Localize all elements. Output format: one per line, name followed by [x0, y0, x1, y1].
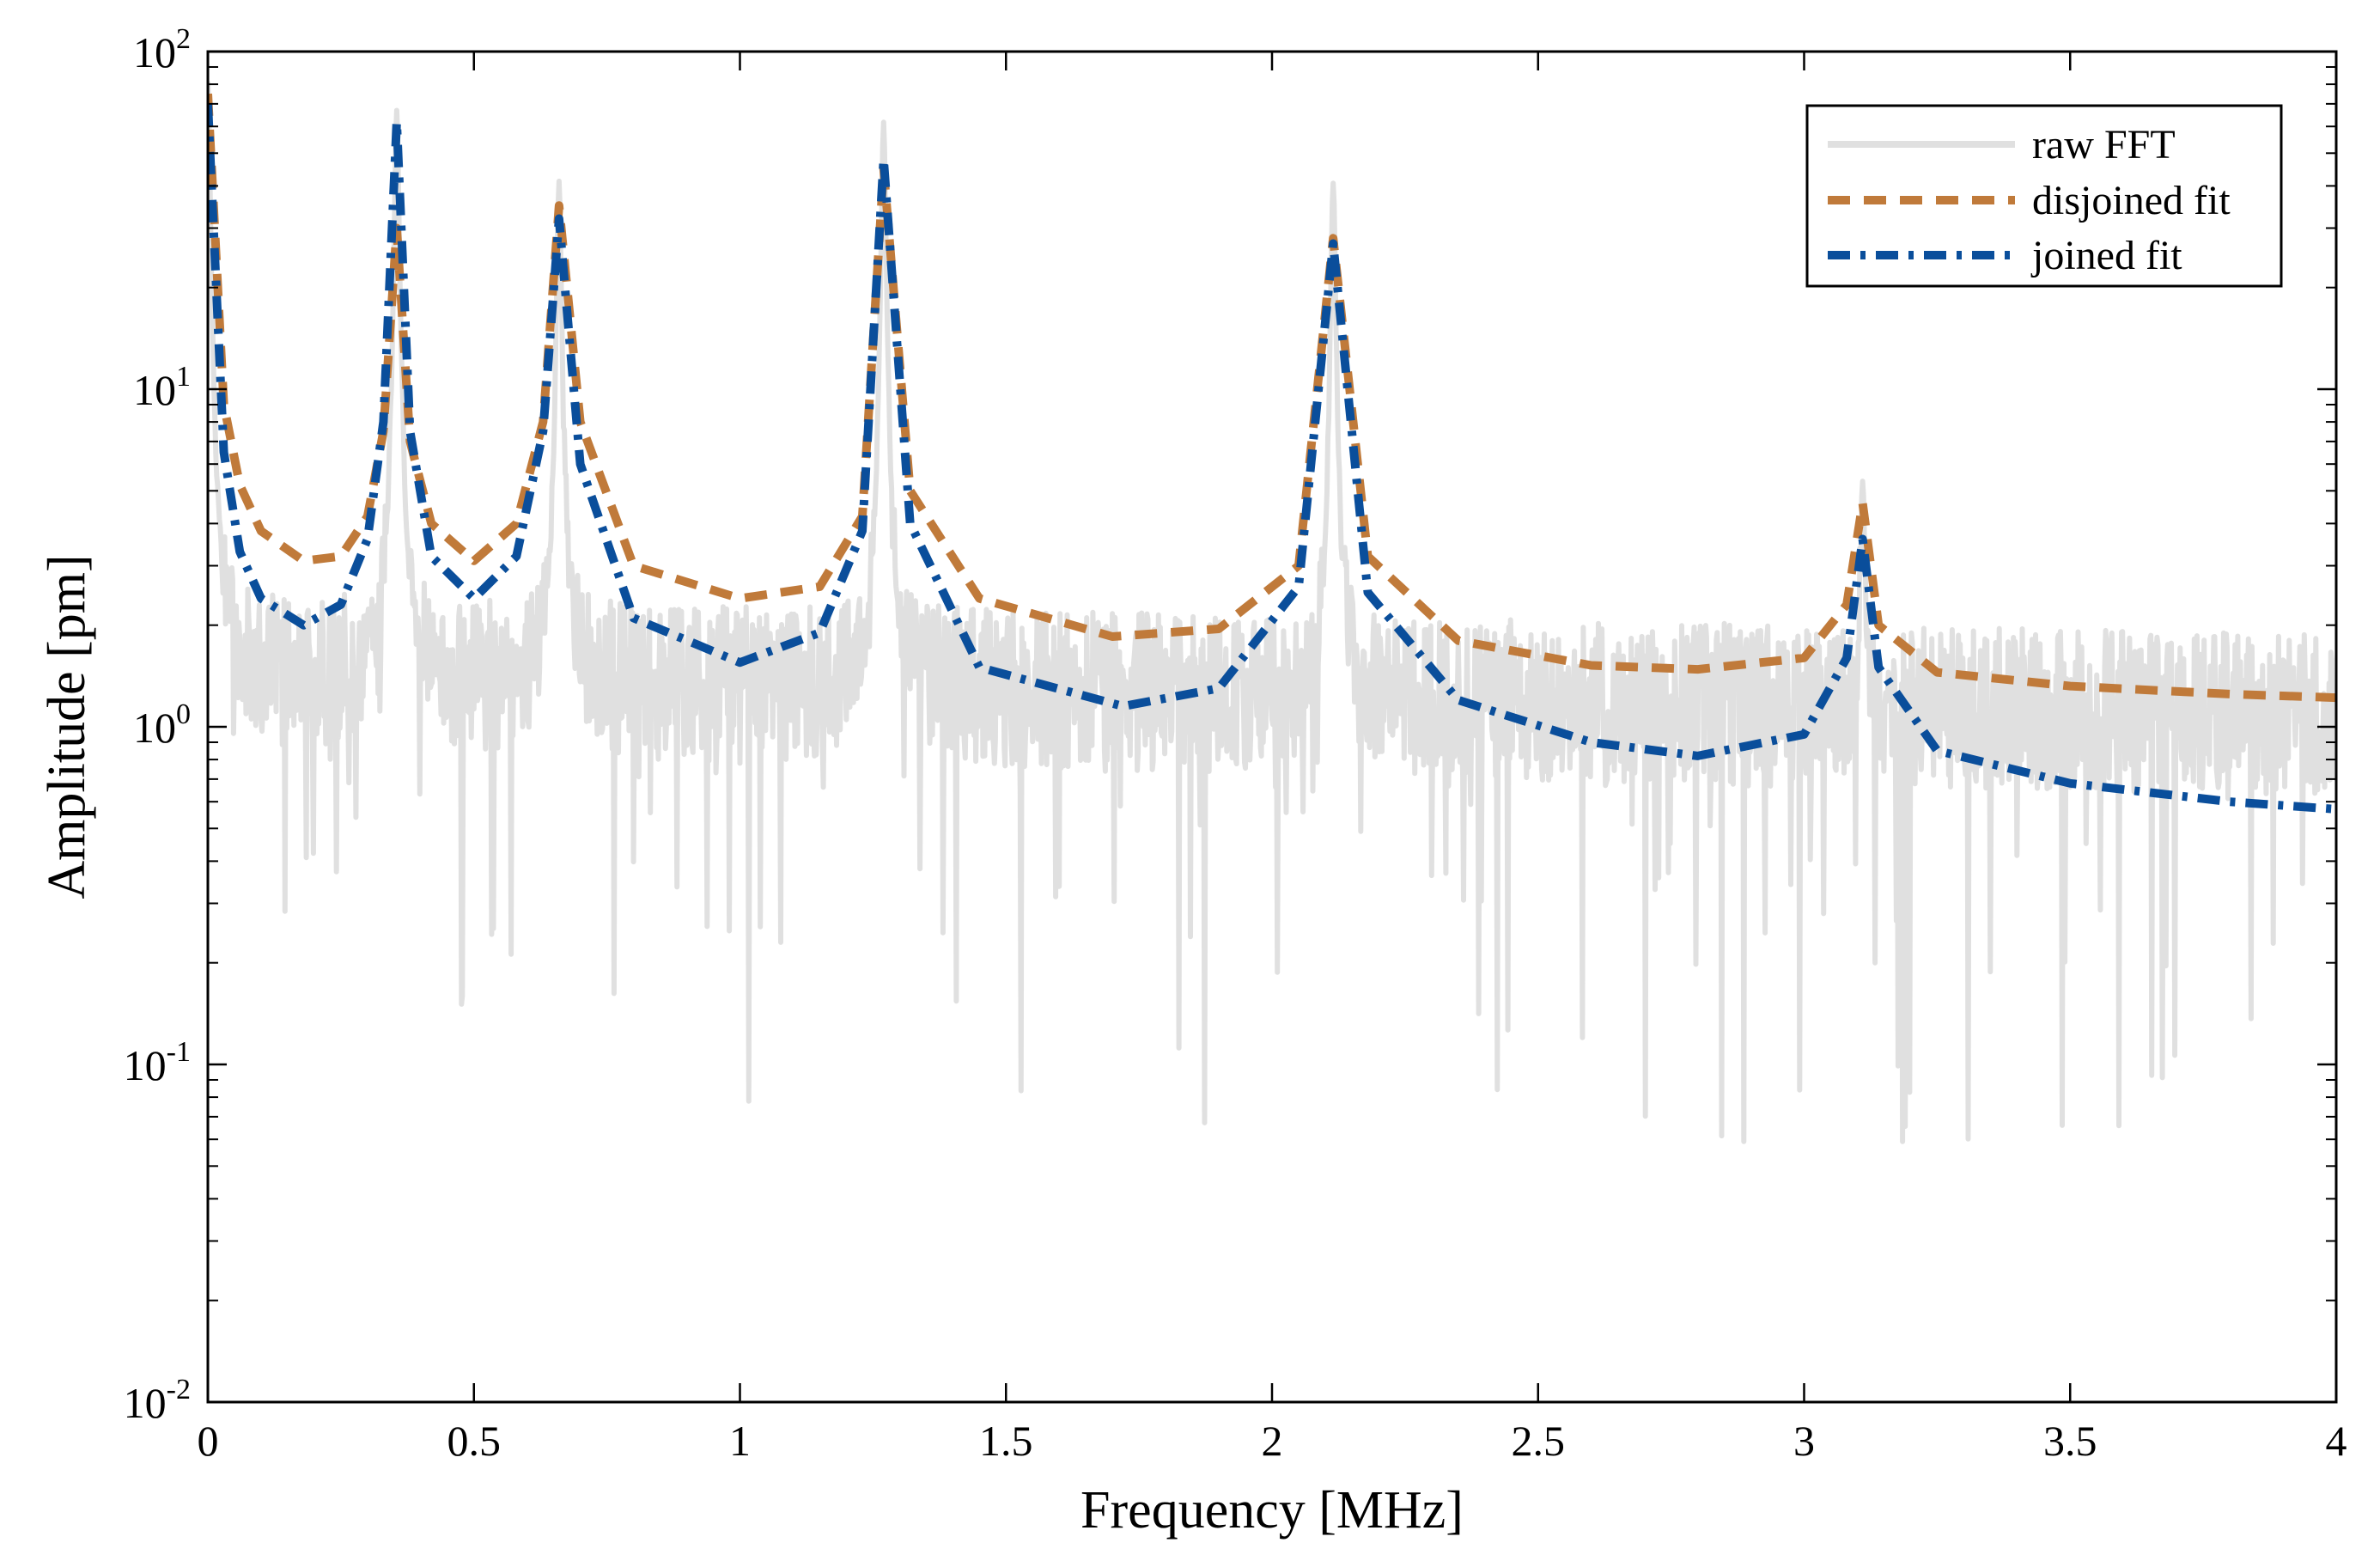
- y-tick-base: 10: [133, 366, 176, 414]
- y-tick-base: 10: [124, 1041, 167, 1089]
- y-tick-label: 102: [133, 23, 191, 76]
- x-axis-label: Frequency [MHz]: [1080, 1481, 1464, 1540]
- x-tick-label: 0: [198, 1417, 219, 1465]
- y-tick-label: 100: [133, 698, 191, 752]
- x-tick-label: 3: [1793, 1417, 1815, 1465]
- y-tick-label: 10-1: [124, 1036, 191, 1089]
- legend: raw FFT disjoined fit joined fit: [1805, 104, 2283, 288]
- x-tick-label: 3.5: [2043, 1417, 2097, 1465]
- x-tick-label: 1: [729, 1417, 751, 1465]
- y-tick-label: 101: [133, 361, 191, 414]
- plot-frame: [206, 50, 2338, 1404]
- x-tick-label: 2.5: [1512, 1417, 1566, 1465]
- y-tick-label: 10-2: [124, 1374, 191, 1427]
- x-tick-label: 0.5: [447, 1417, 502, 1465]
- y-tick-base: 10: [124, 1379, 167, 1427]
- legend-label-joined-fit: joined fit: [2030, 233, 2182, 278]
- x-tick-label: 4: [2326, 1417, 2347, 1465]
- series-layer: [208, 81, 2336, 1144]
- y-tick-base: 10: [133, 704, 176, 752]
- y-axis-label: Amplitude [pm]: [38, 554, 96, 899]
- y-tick-exponent: -1: [167, 1036, 191, 1068]
- x-tick-label: 2: [1262, 1417, 1283, 1465]
- series-joined-fit-line: [208, 103, 2336, 814]
- y-tick-exponent: 1: [176, 361, 191, 393]
- legend-label-raw-fft: raw FFT: [2032, 122, 2176, 168]
- x-tick-label: 1.5: [979, 1417, 1033, 1465]
- y-tick-exponent: 2: [176, 23, 191, 55]
- y-tick-exponent: 0: [176, 698, 191, 730]
- y-tick-base: 10: [133, 28, 176, 76]
- y-tick-exponent: -2: [167, 1374, 191, 1406]
- legend-label-disjoined-fit: disjoined fit: [2032, 178, 2231, 223]
